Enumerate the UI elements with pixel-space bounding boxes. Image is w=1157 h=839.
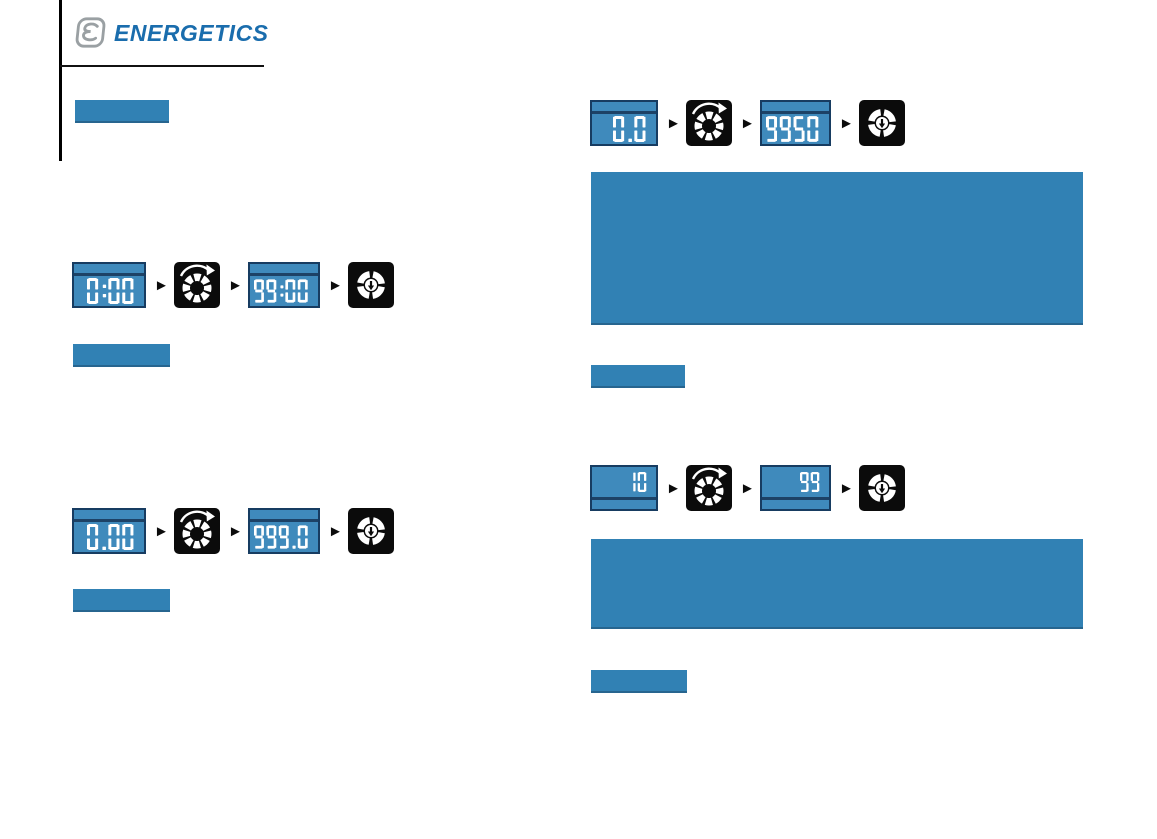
lcd-display [590,100,658,146]
lcd-strip [762,497,829,509]
lcd-strip [250,510,318,522]
rotary-dial-icon [686,100,732,146]
info-panel [591,539,1083,629]
step-arrow-icon: ► [228,276,243,294]
section-label-bar [591,365,685,388]
enter-key-icon [859,465,905,511]
lcd-strip [74,264,144,276]
setting-sequence: ► ► ► [72,262,394,308]
section-label-bar [73,589,170,612]
rotary-dial-icon [686,465,732,511]
step-arrow-icon: ► [666,479,681,497]
lcd-value [762,114,829,144]
step-arrow-icon: ► [228,522,243,540]
lcd-value [250,276,318,306]
energetics-e-icon [75,17,106,48]
lcd-strip [592,497,656,509]
lcd-display [760,100,831,146]
step-arrow-icon: ► [328,522,343,540]
step-arrow-icon: ► [839,114,854,132]
setting-sequence: ► ► ► [590,465,905,511]
lcd-value [592,114,656,144]
rotary-dial-icon [174,508,220,554]
lcd-display [72,508,146,554]
brand-name: ENERGETICS [114,20,269,46]
step-arrow-icon: ► [740,479,755,497]
section-label-bar [73,344,170,367]
lcd-display [248,262,320,308]
rotary-dial-icon [174,262,220,308]
section-label-bar [75,100,169,123]
step-arrow-icon: ► [328,276,343,294]
lcd-strip [762,102,829,114]
step-arrow-icon: ► [839,479,854,497]
step-arrow-icon: ► [154,522,169,540]
info-panel [591,172,1083,325]
lcd-strip [250,264,318,276]
left-margin-rule [59,0,62,161]
lcd-value [250,522,318,552]
lcd-display [72,262,146,308]
logo-underline [60,65,264,67]
section-label-bar [591,670,687,693]
lcd-display [590,465,658,511]
lcd-strip [74,510,144,522]
lcd-value [762,467,829,497]
lcd-value [592,467,656,497]
enter-key-icon [348,262,394,308]
setting-sequence: ► ► ► [590,100,905,146]
lcd-display [248,508,320,554]
enter-key-icon [859,100,905,146]
step-arrow-icon: ► [666,114,681,132]
step-arrow-icon: ► [740,114,755,132]
setting-sequence: ► ► ► [72,508,394,554]
step-arrow-icon: ► [154,276,169,294]
lcd-value [74,276,144,306]
lcd-strip [592,102,656,114]
enter-key-icon [348,508,394,554]
brand-logo: ENERGETICS [73,14,269,52]
lcd-value [74,522,144,552]
lcd-display [760,465,831,511]
